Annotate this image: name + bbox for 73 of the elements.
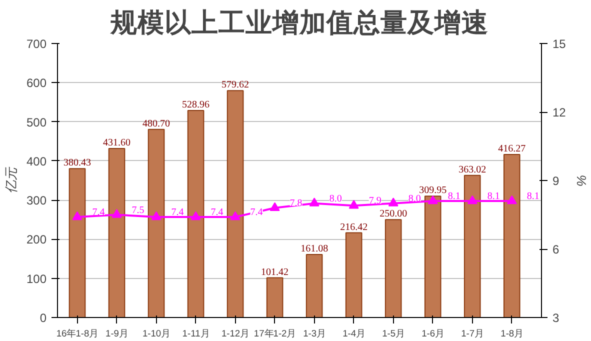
x-tick-label: 1-11月 bbox=[182, 328, 210, 338]
y2-tick-label: 9 bbox=[552, 174, 560, 188]
y-tick-label: 100 bbox=[26, 272, 47, 286]
bar bbox=[306, 254, 323, 318]
x-tick-label: 1-3月 bbox=[303, 328, 326, 338]
x-tick-label: 17年1-2月 bbox=[254, 328, 296, 338]
data-label: 579.62 bbox=[222, 80, 250, 91]
data-label: 363.02 bbox=[458, 164, 486, 176]
y-tick-label: 300 bbox=[26, 194, 47, 208]
bar bbox=[266, 277, 284, 318]
data-label: 431.60 bbox=[103, 138, 131, 149]
bar bbox=[503, 154, 520, 318]
data-label: 161.08 bbox=[300, 243, 328, 254]
data-label: 7.4 bbox=[250, 207, 263, 218]
y2-tick-label: 6 bbox=[552, 242, 560, 256]
bar bbox=[148, 128, 165, 318]
point bbox=[467, 195, 478, 204]
data-label: 380.43 bbox=[64, 158, 92, 169]
y2-axis-title: % bbox=[574, 174, 589, 186]
data-label: 416.27 bbox=[498, 144, 526, 155]
data-label: 8.1 bbox=[487, 191, 500, 202]
bar bbox=[68, 168, 86, 318]
x-tick-label: 1-6月 bbox=[422, 328, 444, 338]
data-label: 250.00 bbox=[380, 208, 408, 220]
x-tick-label: 1-12月 bbox=[221, 328, 250, 338]
data-label: 8.0 bbox=[329, 193, 342, 204]
y-axis-title: 亿元 bbox=[3, 166, 18, 194]
y2-tick-label: 15 bbox=[552, 37, 566, 51]
data-label: 8.1 bbox=[526, 191, 540, 202]
y-tick-label: 200 bbox=[26, 232, 47, 247]
data-label: 7.5 bbox=[132, 204, 144, 216]
point bbox=[348, 200, 359, 209]
data-label: 8.1 bbox=[448, 191, 460, 202]
data-label: 8.0 bbox=[408, 193, 421, 204]
bar bbox=[187, 110, 204, 318]
x-tick-label: 1-9月 bbox=[106, 328, 128, 338]
point bbox=[428, 195, 438, 204]
point bbox=[151, 211, 162, 220]
x-tick-label: 1-10月 bbox=[142, 328, 170, 338]
y-tick-label: 0 bbox=[40, 311, 47, 325]
bar bbox=[345, 232, 362, 318]
point bbox=[230, 211, 240, 220]
point bbox=[270, 202, 280, 211]
bar bbox=[424, 196, 442, 318]
point bbox=[112, 209, 122, 218]
y-tick-label: 700 bbox=[26, 37, 47, 51]
bar bbox=[384, 219, 402, 318]
y2-tick-label: 3 bbox=[552, 311, 560, 325]
data-label: 7.4 bbox=[171, 207, 184, 218]
bar bbox=[464, 174, 481, 318]
data-label: 309.95 bbox=[419, 185, 447, 196]
data-label: 101.42 bbox=[261, 266, 289, 278]
y-tick-label: 400 bbox=[26, 154, 47, 168]
data-label: 7.4 bbox=[210, 207, 224, 218]
point bbox=[506, 195, 517, 204]
x-tick-label: 1-8月 bbox=[500, 328, 524, 338]
data-label: 216.42 bbox=[340, 222, 368, 233]
data-label: 480.70 bbox=[142, 118, 170, 130]
chart-title: 规模以上工业增加值总量及增速 bbox=[110, 8, 488, 38]
bar bbox=[108, 148, 126, 318]
point bbox=[190, 211, 201, 220]
x-tick-label: 1-5月 bbox=[382, 328, 405, 338]
point bbox=[309, 198, 320, 206]
x-tick-label: 1-4月 bbox=[342, 328, 366, 338]
bar bbox=[226, 90, 244, 318]
data-label: 528.96 bbox=[182, 99, 210, 110]
y-tick-label: 600 bbox=[26, 76, 47, 90]
x-tick-label: 16年1-8月 bbox=[56, 328, 98, 338]
y2-tick-label: 12 bbox=[552, 106, 566, 120]
point bbox=[388, 198, 398, 206]
y-tick-label: 500 bbox=[26, 115, 47, 130]
point bbox=[72, 211, 82, 220]
x-tick-label: 1-7月 bbox=[461, 328, 484, 338]
